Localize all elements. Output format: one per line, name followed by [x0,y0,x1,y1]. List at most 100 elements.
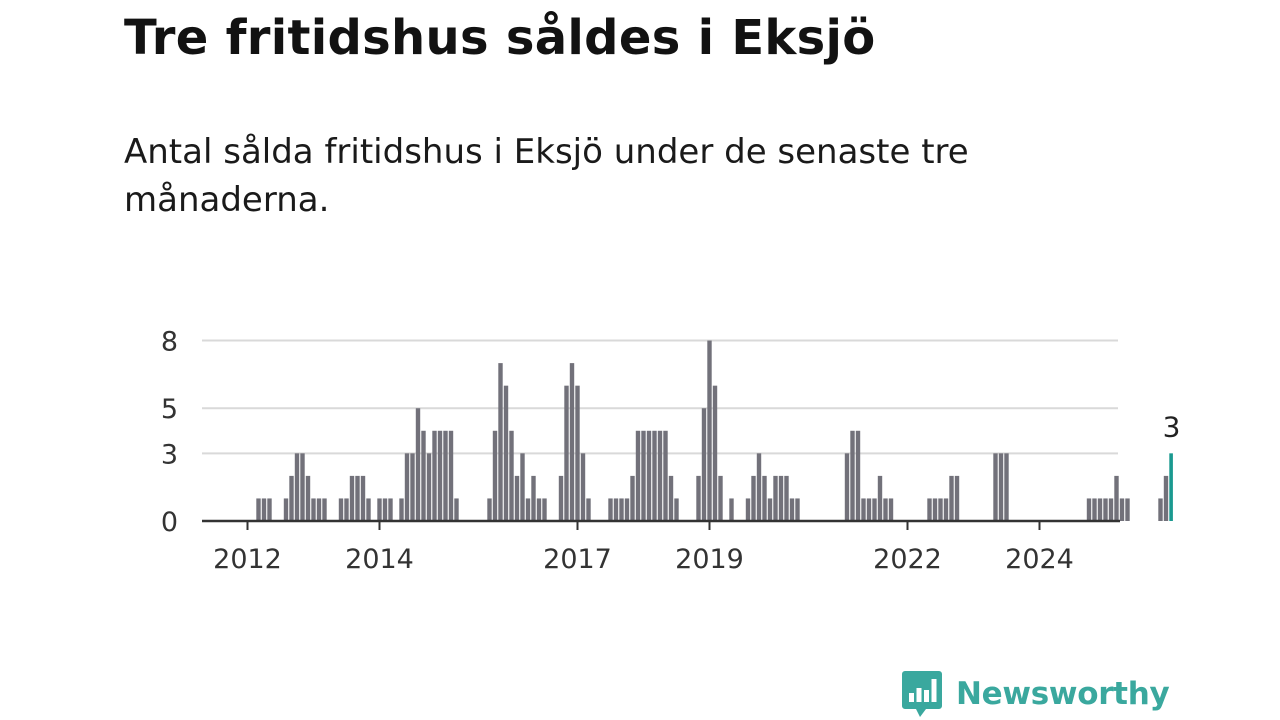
bar [778,475,784,521]
bar [1103,498,1108,521]
bar [289,475,294,521]
bar [696,475,701,521]
bar [641,430,646,521]
newsworthy-logo-icon [902,671,942,717]
bar [756,453,762,521]
bar-chart: 0 3 5 8 2012 2014 2017 2019 2022 2024 3 [161,327,1181,575]
bar [668,475,674,521]
bar [729,498,734,521]
bar [877,475,883,521]
bar [883,498,888,521]
bar [663,430,668,521]
bar [305,475,311,521]
bar [888,498,894,521]
bar [613,498,619,521]
bar [344,498,349,521]
bar [322,498,327,521]
x-tick-label: 2017 [543,544,612,575]
bar [767,498,773,521]
bar [509,430,514,521]
bar [927,498,932,521]
bar [283,498,289,521]
bar [415,408,421,521]
bar [789,498,795,521]
newsworthy-logo[interactable]: Newsworthy [902,670,1170,718]
bar [1114,475,1119,521]
x-tick-label: 2014 [345,544,414,575]
x-tick-label: 2019 [675,544,744,575]
bar [861,498,866,521]
bar [410,453,415,521]
bar [404,453,410,521]
bar [844,453,850,521]
bar [443,430,448,521]
bar [575,385,580,521]
bar [1108,498,1114,521]
bar [938,498,943,521]
bar [366,498,371,521]
bar [338,498,344,521]
bar [707,340,712,521]
labels: 0 3 5 8 2012 2014 2017 2019 2022 2024 3 [161,327,1181,575]
bar [1125,498,1130,521]
bar [432,430,437,521]
x-tick-label: 2024 [1005,544,1074,575]
highlight-value-label: 3 [1163,410,1181,443]
bar [399,498,404,521]
bar [311,498,316,521]
bar [261,498,267,521]
bar [619,498,624,521]
x-tick-label: 2022 [873,544,942,575]
chart-subtitle: Antal sålda fritidshus i Eksjö under de … [124,132,969,220]
axes [202,519,1120,530]
bar [267,498,272,521]
bar [949,475,954,521]
bar [712,385,718,521]
bar [569,363,575,521]
bar [701,408,707,521]
bar [580,453,586,521]
bar [360,475,366,521]
bar [531,475,536,521]
y-tick-label: 0 [161,507,178,538]
bar [377,498,382,521]
bar [520,453,525,521]
bar [998,453,1004,521]
y-tick-label: 3 [161,439,178,470]
bar [492,430,498,521]
bar [1119,498,1125,521]
bar [773,475,778,521]
bar [300,453,305,521]
bar [498,363,503,521]
bar [525,498,531,521]
bar [355,475,360,521]
bar [454,498,459,521]
highlighted-bar [1169,453,1173,521]
bar [256,498,261,521]
bar [294,453,300,521]
bar [1158,498,1163,521]
bar [630,475,635,521]
bar [850,430,855,521]
bar [1163,475,1169,521]
bar [487,498,492,521]
bar [1092,498,1097,521]
bar [448,430,454,521]
bar [657,430,663,521]
bar [954,475,960,521]
bar [503,385,509,521]
bar [784,475,789,521]
bar [388,498,393,521]
bar [316,498,322,521]
bars [256,340,1173,521]
bar [646,430,652,521]
bar [426,453,432,521]
bar [993,453,998,521]
brand-name: Newsworthy [956,676,1170,712]
bar [437,430,443,521]
bar [795,498,800,521]
bar [635,430,641,521]
bar [586,498,591,521]
bar [718,475,723,521]
bar [1097,498,1103,521]
